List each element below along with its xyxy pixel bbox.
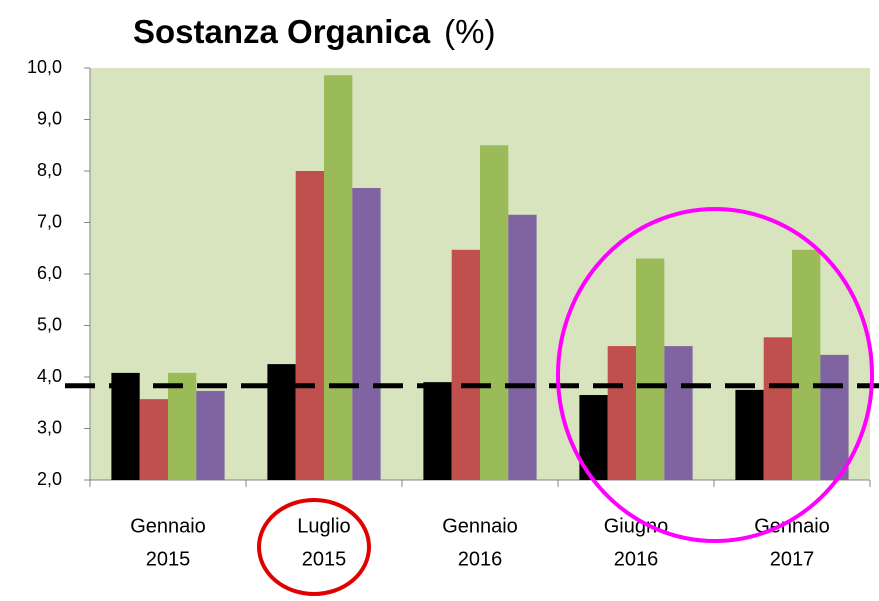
y-tick-label: 8,0 [37, 160, 62, 180]
y-tick-label: 3,0 [37, 417, 62, 437]
y-tick-label: 9,0 [37, 108, 62, 128]
x-tick-label: Gennaio [130, 515, 206, 537]
highlight-circle [556, 207, 874, 543]
x-tick-label: 2015 [302, 548, 347, 570]
bar [792, 249, 821, 480]
bar [352, 187, 381, 480]
x-tick-label: Luglio [297, 515, 350, 537]
bar [636, 258, 665, 480]
x-tick-label: Gennaio [442, 515, 518, 537]
chart-title: Sostanza Organica (%) [133, 13, 495, 50]
y-tick-label: 5,0 [37, 314, 62, 334]
bar [423, 382, 452, 480]
x-tick-label: 2016 [614, 548, 659, 570]
title-unit: (%) [444, 13, 495, 50]
bar [267, 364, 296, 480]
highlight-ellipse [257, 498, 371, 596]
y-tick-label: 4,0 [37, 366, 62, 386]
bar [763, 337, 792, 480]
y-tick-label: 10,0 [27, 57, 62, 77]
x-tick-label: Gennaio [754, 515, 830, 537]
y-tick-label: 2,0 [37, 469, 62, 489]
bar [168, 372, 197, 480]
bar [820, 354, 849, 480]
x-tick-label: 2015 [146, 548, 191, 570]
bar [607, 346, 636, 480]
bar [508, 214, 537, 480]
bar [451, 249, 480, 480]
bar [480, 145, 509, 480]
bar [139, 399, 168, 480]
y-tick-label: 6,0 [37, 263, 62, 283]
bar [324, 75, 353, 481]
x-tick-label: Giugno [604, 515, 669, 537]
title-text: Sostanza Organica [133, 13, 431, 50]
bar [196, 390, 225, 480]
bar [735, 389, 764, 480]
y-tick-label: 7,0 [37, 211, 62, 231]
bar [664, 346, 693, 480]
x-tick-label: 2017 [770, 548, 815, 570]
bar [295, 171, 324, 480]
x-tick-label: 2016 [458, 548, 503, 570]
bar [111, 372, 140, 480]
